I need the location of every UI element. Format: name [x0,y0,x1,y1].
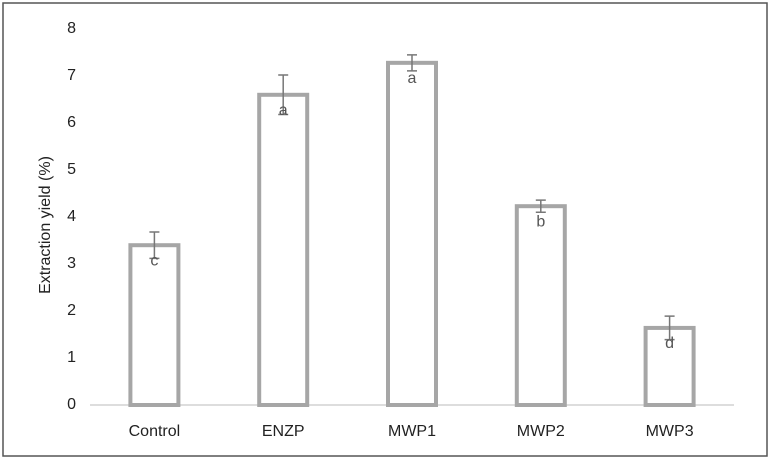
significance-letter: a [408,70,417,87]
x-tick-label: Control [129,423,181,440]
bar [643,325,696,408]
error-bar [407,54,417,72]
bar [257,92,310,408]
y-tick-label: 4 [67,208,76,225]
y-tick-label: 6 [67,114,76,131]
significance-letter: a [279,102,288,119]
y-axis-label: Extraction yield (%) [37,156,54,294]
error-bar [149,231,160,260]
y-tick-label: 1 [67,349,76,366]
x-tick-label: MWP2 [517,423,565,440]
y-tick-label: 2 [67,302,76,319]
y-tick-label: 7 [67,67,76,84]
y-tick-label: 5 [67,161,76,178]
x-tick-label: MWP3 [646,423,694,440]
error-bar [278,74,289,116]
bar [514,204,567,407]
bar [128,243,181,407]
bar [386,60,438,408]
error-bar [664,315,675,341]
y-tick-label: 3 [67,255,76,272]
x-tick-label: MWP1 [388,423,436,440]
significance-letter: c [150,252,158,269]
x-tick-label: ENZP [262,423,305,440]
significance-letter: d [665,335,674,352]
y-tick-label: 0 [67,396,76,413]
y-tick-label: 8 [67,20,76,37]
error-bar [535,199,546,214]
significance-letter: b [536,213,545,230]
